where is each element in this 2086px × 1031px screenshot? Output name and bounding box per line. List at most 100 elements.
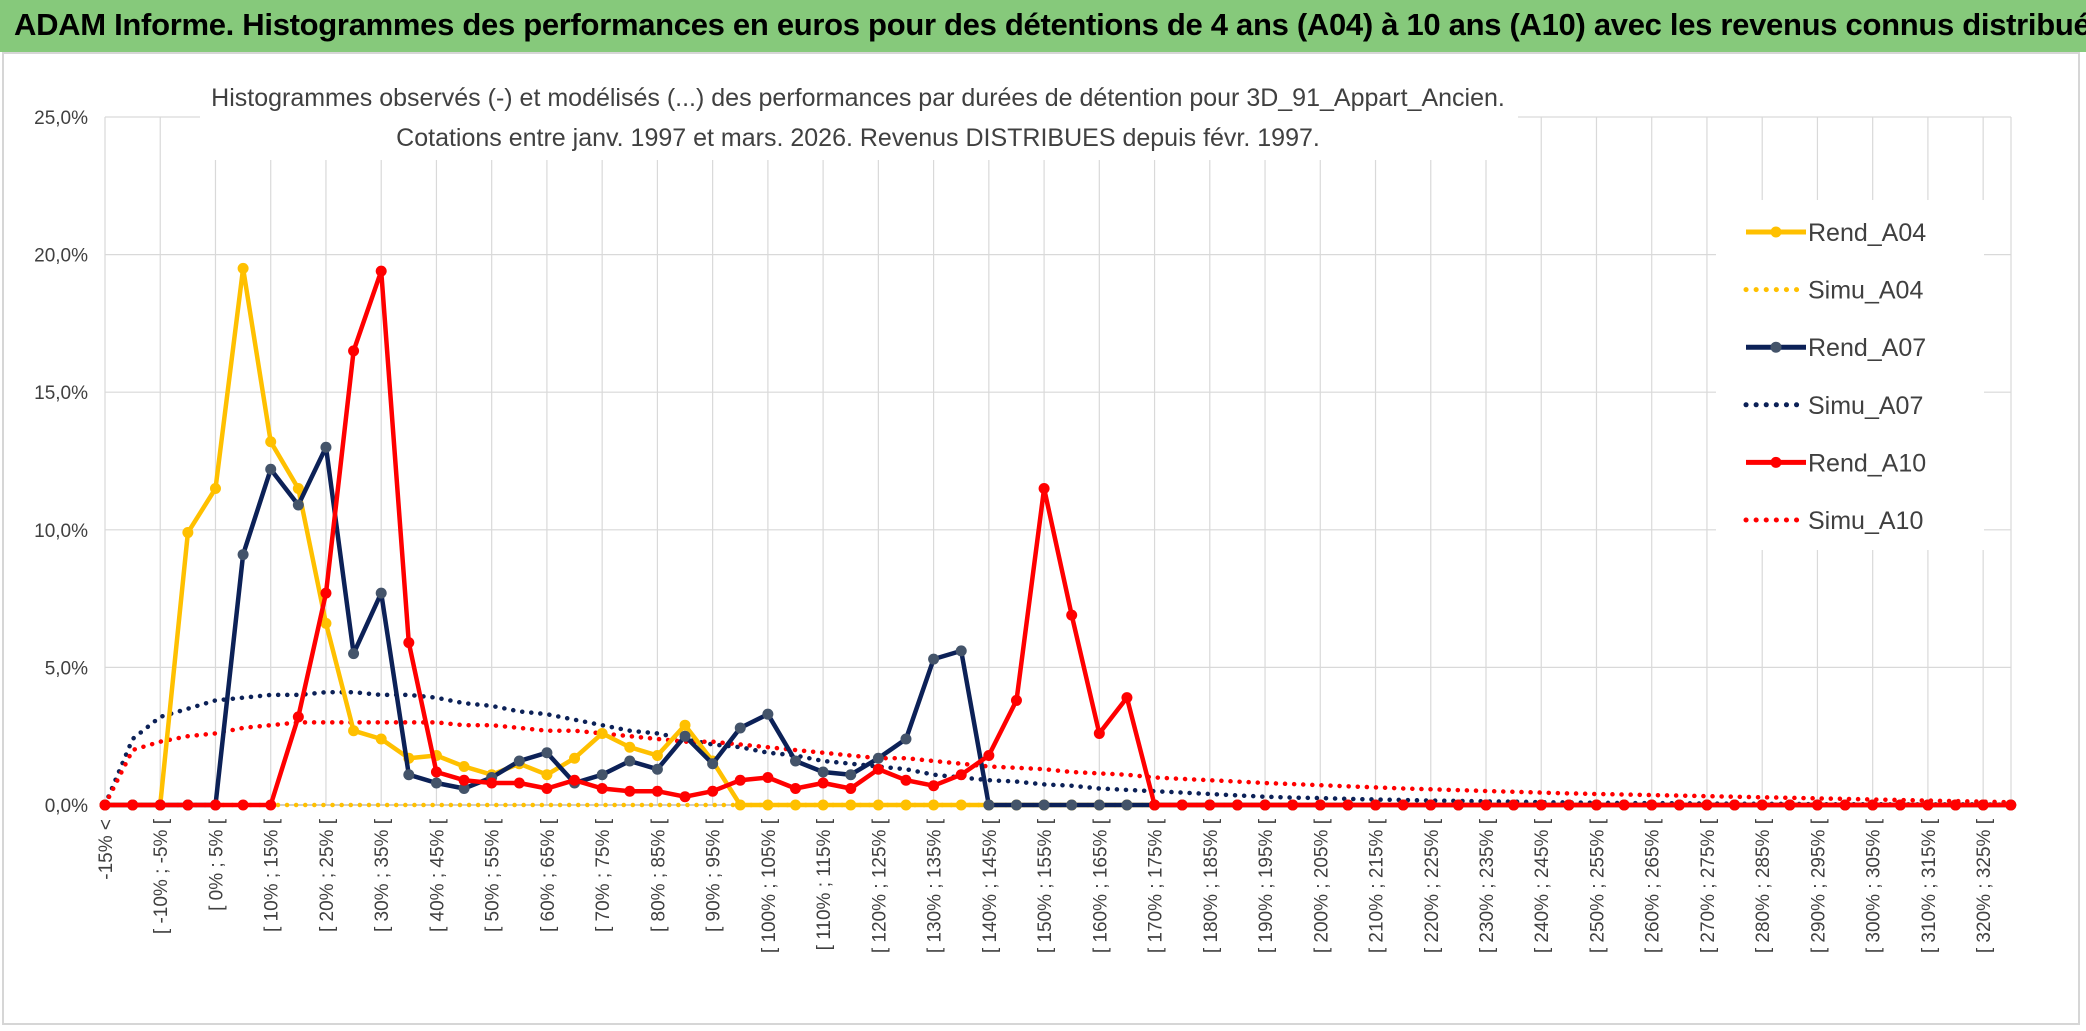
x-tick-label: [ 130% ; 135% [ (925, 818, 946, 953)
data-point-rend-a07 (983, 799, 995, 811)
data-point-rend-a04 (845, 799, 857, 811)
x-tick-label: -15% < (96, 819, 117, 880)
data-point-rend-a10 (1590, 799, 1602, 811)
data-point-rend-a10 (845, 782, 857, 794)
x-tick-label: [ 230% ; 235% [ (1477, 818, 1498, 953)
data-point-rend-a07 (624, 755, 636, 767)
data-point-rend-a07 (679, 730, 691, 742)
data-point-rend-a10 (1314, 799, 1326, 811)
chart-subtitle: Cotations entre janv. 1997 et mars. 2026… (396, 124, 1320, 152)
data-point-rend-a10 (209, 799, 221, 811)
data-point-rend-a07 (430, 777, 442, 789)
data-point-rend-a04 (541, 769, 553, 781)
chart-frame (2, 52, 2080, 1025)
x-tick-label: [ 0% ; 5% [ (206, 818, 227, 911)
data-point-rend-a10 (1646, 799, 1658, 811)
chart-title: Histogrammes observés (-) et modélisés (… (211, 84, 1505, 112)
x-tick-label: [ 210% ; 215% [ (1367, 818, 1388, 953)
x-tick-label: [ 220% ; 225% [ (1422, 818, 1443, 953)
data-point-rend-a07 (734, 722, 746, 734)
data-point-rend-a07 (1093, 799, 1105, 811)
series-line-simu-a07 (102, 689, 2014, 808)
data-point-rend-a10 (651, 785, 663, 797)
data-point-rend-a10 (790, 782, 801, 794)
data-point-rend-a10 (1729, 799, 1741, 811)
data-point-rend-a04 (900, 799, 912, 811)
data-point-rend-a10 (928, 780, 940, 792)
data-point-rend-a10 (872, 763, 884, 775)
data-point-rend-a10 (237, 799, 249, 811)
data-point-rend-a10 (900, 774, 912, 786)
data-point-rend-a10 (541, 782, 553, 794)
data-point-rend-a10 (1894, 799, 1906, 811)
data-point-rend-a04 (458, 760, 470, 772)
data-point-rend-a07 (707, 758, 719, 770)
data-point-rend-a10 (762, 771, 774, 783)
data-point-rend-a04 (734, 799, 746, 811)
x-tick-label: [ 280% ; 285% [ (1753, 818, 1774, 953)
x-tick-label: [ 150% ; 155% [ (1035, 818, 1056, 953)
data-point-rend-a10 (1204, 799, 1216, 811)
data-point-rend-a04 (955, 799, 967, 811)
data-point-rend-a10 (1922, 799, 1934, 811)
data-point-rend-a10 (1784, 799, 1796, 811)
axes: 0,0% 5,0% 10,0% 15,0% 20,0% 25,0% -15% < [ -10%… (34, 108, 2011, 953)
data-point-rend-a04 (596, 727, 608, 739)
legend-label-rend-a10: Rend_A10 (1808, 449, 1926, 477)
x-tick-label: [ 190% ; 195% [ (1256, 818, 1277, 953)
data-point-rend-a10 (1370, 799, 1382, 811)
data-point-rend-a10 (983, 749, 995, 761)
data-point-rend-a10 (403, 637, 415, 649)
data-point-rend-a10 (458, 774, 470, 786)
data-point-rend-a10 (486, 777, 498, 789)
data-point-rend-a07 (403, 769, 415, 781)
data-point-rend-a10 (1673, 799, 1685, 811)
x-tick-label: [ 10% ; 15% [ (262, 818, 283, 932)
x-tick-label: [ -10% ; -5% [ (151, 818, 172, 934)
data-point-rend-a10 (1121, 692, 1133, 704)
data-point-rend-a10 (1231, 799, 1243, 811)
data-point-rend-a07 (900, 733, 912, 745)
legend-marker-rend-a04 (1770, 226, 1782, 238)
data-point-rend-a07 (320, 441, 332, 453)
series (99, 262, 2017, 811)
data-point-rend-a07 (596, 769, 608, 781)
x-tick-label: [ 70% ; 75% [ (593, 818, 614, 932)
data-point-rend-a10 (955, 769, 967, 781)
data-point-rend-a04 (762, 799, 774, 811)
data-point-rend-a10 (1342, 799, 1354, 811)
report-banner: ADAM Informe. Histogrammes des performan… (0, 0, 2086, 52)
data-point-rend-a10 (320, 587, 332, 599)
x-tick-label: [ 250% ; 255% [ (1587, 818, 1608, 953)
data-point-rend-a10 (292, 711, 304, 723)
legend-label-simu-a07: Simu_A07 (1808, 392, 1923, 420)
data-point-rend-a10 (1535, 799, 1547, 811)
data-point-rend-a10 (1977, 799, 1989, 811)
data-point-rend-a10 (707, 785, 719, 797)
report-title: ADAM Informe. Histogrammes des performan… (14, 7, 2086, 42)
data-point-rend-a10 (1839, 799, 1851, 811)
data-point-rend-a07 (1066, 799, 1078, 811)
data-point-rend-a10 (1867, 799, 1879, 811)
x-tick-label: [ 180% ; 185% [ (1201, 818, 1222, 953)
legend-marker-rend-a07 (1770, 341, 1782, 353)
data-point-rend-a10 (375, 265, 387, 277)
data-point-rend-a07 (265, 463, 277, 475)
data-point-rend-a10 (1066, 609, 1078, 621)
data-point-rend-a10 (679, 791, 691, 803)
chart-title-background (200, 78, 1518, 160)
x-tick-label: [ 320% ; 325% [ (1974, 818, 1995, 953)
data-point-rend-a04 (651, 749, 663, 761)
x-tick-label: [ 60% ; 65% [ (538, 818, 559, 932)
data-point-rend-a07 (845, 769, 857, 781)
data-point-rend-a10 (1756, 799, 1768, 811)
data-point-rend-a07 (762, 708, 774, 720)
data-point-rend-a04 (624, 741, 636, 753)
data-point-rend-a10 (154, 799, 166, 811)
x-tick-label: [ 90% ; 95% [ (704, 818, 725, 932)
data-point-rend-a10 (1811, 799, 1823, 811)
data-point-rend-a10 (1480, 799, 1492, 811)
y-tick-label: 25,0% (34, 108, 88, 129)
data-point-rend-a07 (1121, 799, 1133, 811)
